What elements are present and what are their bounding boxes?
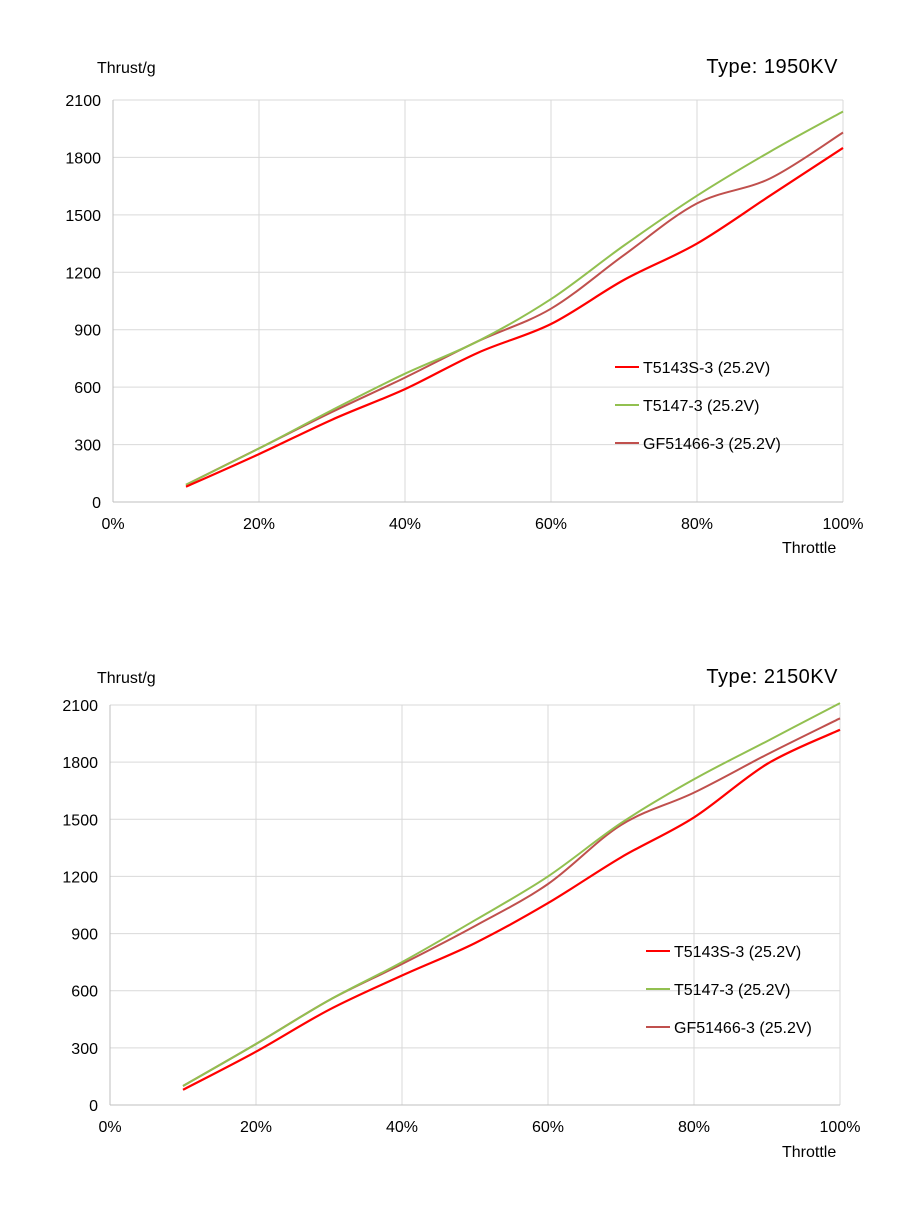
legend-label: T5143S-3 (25.2V) [643, 360, 770, 377]
legend-label: GF51466-3 (25.2V) [643, 436, 781, 453]
x-tick-label: 20% [240, 1119, 272, 1136]
x-tick-label: 40% [386, 1119, 418, 1136]
y-tick-label: 600 [71, 984, 98, 1001]
y-tick-label: 2100 [65, 93, 101, 110]
y-tick-label: 900 [71, 927, 98, 944]
y-tick-label: 1500 [62, 812, 98, 829]
x-axis-title: Throttle [782, 540, 837, 557]
series-line [182, 702, 841, 1087]
y-tick-label: 0 [92, 495, 101, 512]
y-axis-title: Thrust/g [97, 670, 156, 687]
legend-label: T5147-3 (25.2V) [643, 398, 760, 415]
x-tick-label: 20% [243, 516, 275, 533]
x-tick-label: 80% [681, 516, 713, 533]
y-tick-label: 1500 [65, 208, 101, 225]
y-axis-title: Thrust/g [97, 60, 156, 77]
series-line [185, 146, 844, 488]
legend-label: T5147-3 (25.2V) [674, 982, 791, 999]
x-tick-label: 80% [678, 1119, 710, 1136]
motor-type-label: Type: 2150KV [706, 666, 838, 688]
y-tick-label: 1800 [65, 150, 101, 167]
legend-label: T5143S-3 (25.2V) [674, 944, 801, 961]
y-tick-label: 1200 [62, 869, 98, 886]
y-tick-label: 600 [74, 380, 101, 397]
legend-label: GF51466-3 (25.2V) [674, 1020, 812, 1037]
x-tick-label: 40% [389, 516, 421, 533]
y-tick-label: 0 [89, 1098, 98, 1115]
x-tick-label: 0% [101, 516, 124, 533]
thrust-chart-1950kv: Thrust/g Type: 1950KV Throttle 0 300 600 90… [0, 50, 898, 570]
x-axis-title: Throttle [782, 1144, 837, 1161]
motor-type-label: Type: 1950KV [706, 56, 838, 78]
y-tick-label: 2100 [62, 698, 98, 715]
y-tick-label: 300 [74, 438, 101, 455]
x-tick-label: 100% [823, 516, 864, 533]
series-line [185, 131, 844, 486]
y-tick-label: 1800 [62, 755, 98, 772]
series-line [185, 110, 844, 486]
chart-canvas: 0 300 600 900 1200 1500 1800 2100 0% 20% 40% 60% 80%… [65, 93, 864, 533]
series-line [182, 728, 841, 1091]
x-tick-label: 0% [98, 1119, 121, 1136]
y-tick-label: 900 [74, 323, 101, 340]
thrust-chart-2150kv: Thrust/g Type: 2150KV Throttle 0 300 600 90… [0, 660, 898, 1180]
y-tick-label: 300 [71, 1041, 98, 1058]
x-tick-label: 100% [820, 1119, 861, 1136]
y-tick-label: 1200 [65, 265, 101, 282]
x-tick-label: 60% [535, 516, 567, 533]
chart-canvas: 0 300 600 900 1200 1500 1800 2100 0% 20% 40% 60% 80%… [62, 698, 861, 1136]
x-tick-label: 60% [532, 1119, 564, 1136]
